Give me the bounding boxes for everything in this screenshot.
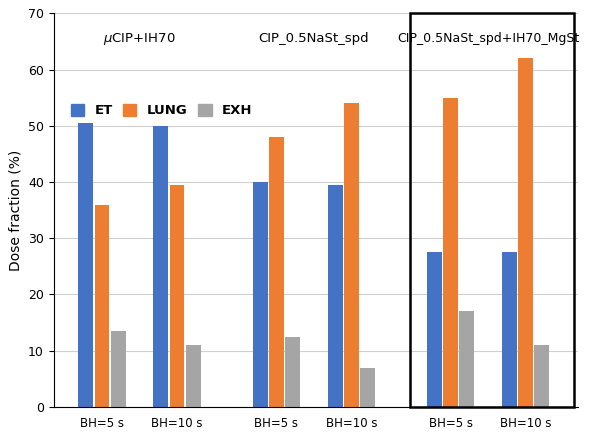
Text: CIP_0.5NaSt_spd+IH70_MgSt: CIP_0.5NaSt_spd+IH70_MgSt — [397, 32, 579, 45]
Bar — [269, 137, 283, 407]
Bar — [410, 13, 574, 407]
Bar — [443, 98, 458, 407]
Bar — [344, 103, 359, 407]
Bar — [94, 205, 109, 407]
Bar — [518, 58, 533, 407]
Bar — [534, 345, 549, 407]
Bar — [360, 367, 375, 407]
Bar — [443, 98, 458, 407]
Bar — [253, 182, 267, 407]
Y-axis label: Dose fraction (%): Dose fraction (%) — [8, 149, 22, 271]
Bar — [410, 13, 574, 407]
Bar — [502, 252, 517, 407]
Bar — [427, 252, 442, 407]
Bar — [518, 58, 533, 407]
Bar — [502, 252, 517, 407]
Bar — [170, 185, 184, 407]
Text: CIP_0.5NaSt_spd: CIP_0.5NaSt_spd — [258, 32, 369, 45]
Bar — [186, 345, 200, 407]
Bar — [78, 123, 93, 407]
Bar — [285, 337, 300, 407]
Bar — [328, 185, 343, 407]
Bar — [459, 311, 474, 407]
Bar — [111, 331, 126, 407]
Bar — [154, 126, 169, 407]
Bar — [427, 252, 442, 407]
Text: $\mu$CIP+IH70: $\mu$CIP+IH70 — [103, 31, 176, 46]
Bar — [459, 311, 474, 407]
Bar — [534, 345, 549, 407]
Legend: ET, LUNG, EXH: ET, LUNG, EXH — [65, 99, 258, 123]
